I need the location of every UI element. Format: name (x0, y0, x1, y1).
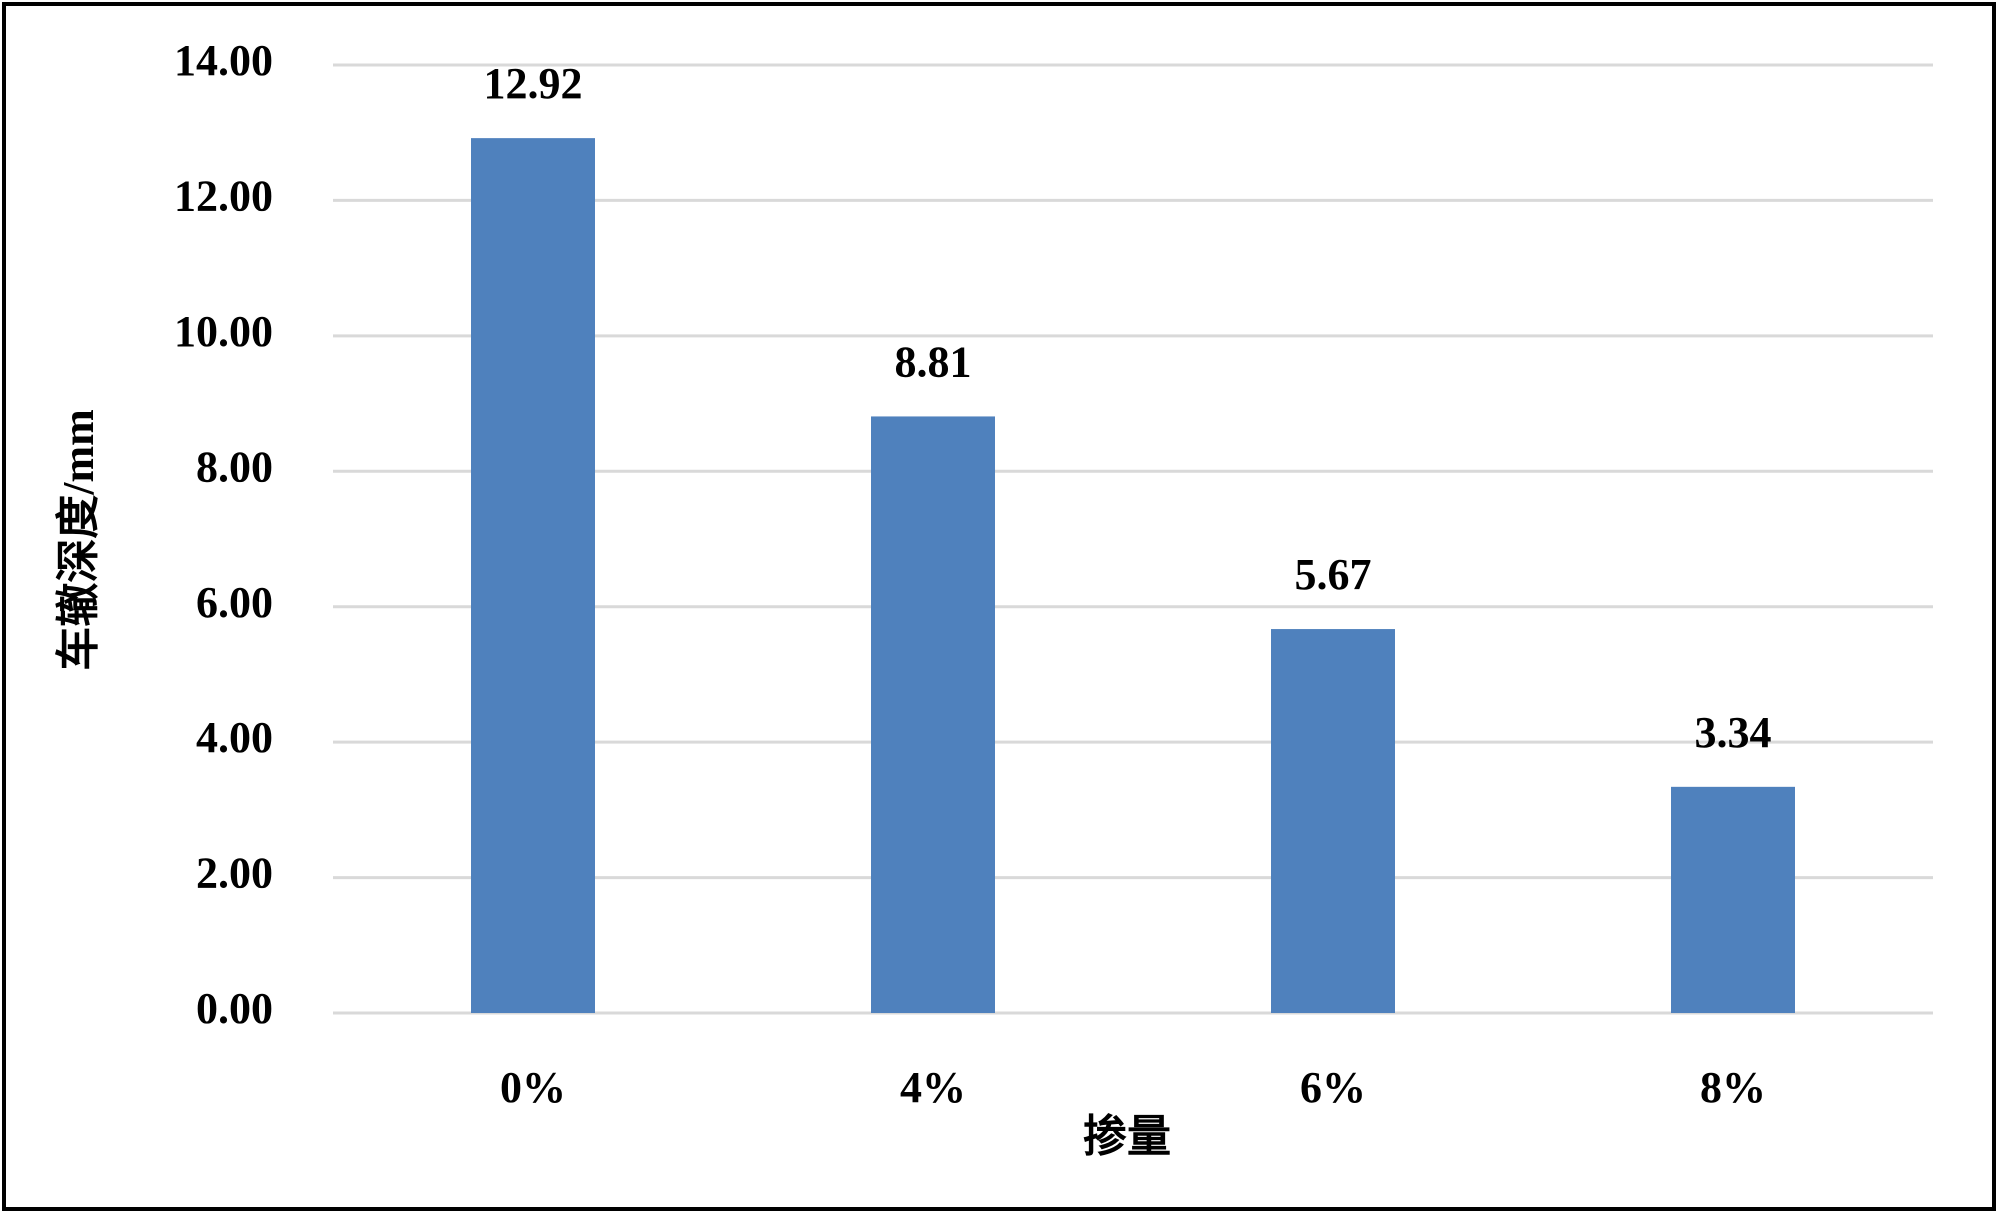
y-tick-label: 12.00 (174, 172, 273, 221)
data-label: 8.81 (895, 338, 972, 387)
y-tick-label: 6.00 (196, 578, 273, 627)
y-tick-label: 8.00 (196, 442, 273, 491)
bar (871, 416, 995, 1013)
x-tick-label: 0% (500, 1063, 566, 1112)
x-tick-label: 8% (1700, 1063, 1766, 1112)
y-axis-title: 车辙深度/mm (54, 409, 103, 671)
data-label: 12.92 (484, 59, 583, 108)
y-tick-label: 2.00 (196, 849, 273, 898)
x-axis-title: 掺量 (1083, 1112, 1171, 1161)
x-tick-label: 4% (900, 1063, 966, 1112)
y-tick-label: 14.00 (174, 36, 273, 85)
data-label: 3.34 (1695, 708, 1772, 757)
y-tick-label: 4.00 (196, 713, 273, 762)
y-tick-label: 10.00 (174, 307, 273, 356)
x-tick-label: 6% (1300, 1063, 1366, 1112)
bar (1271, 629, 1395, 1013)
y-tick-label: 0.00 (196, 984, 273, 1033)
bar (471, 138, 595, 1014)
data-label: 5.67 (1295, 550, 1372, 599)
bar (1671, 786, 1795, 1013)
